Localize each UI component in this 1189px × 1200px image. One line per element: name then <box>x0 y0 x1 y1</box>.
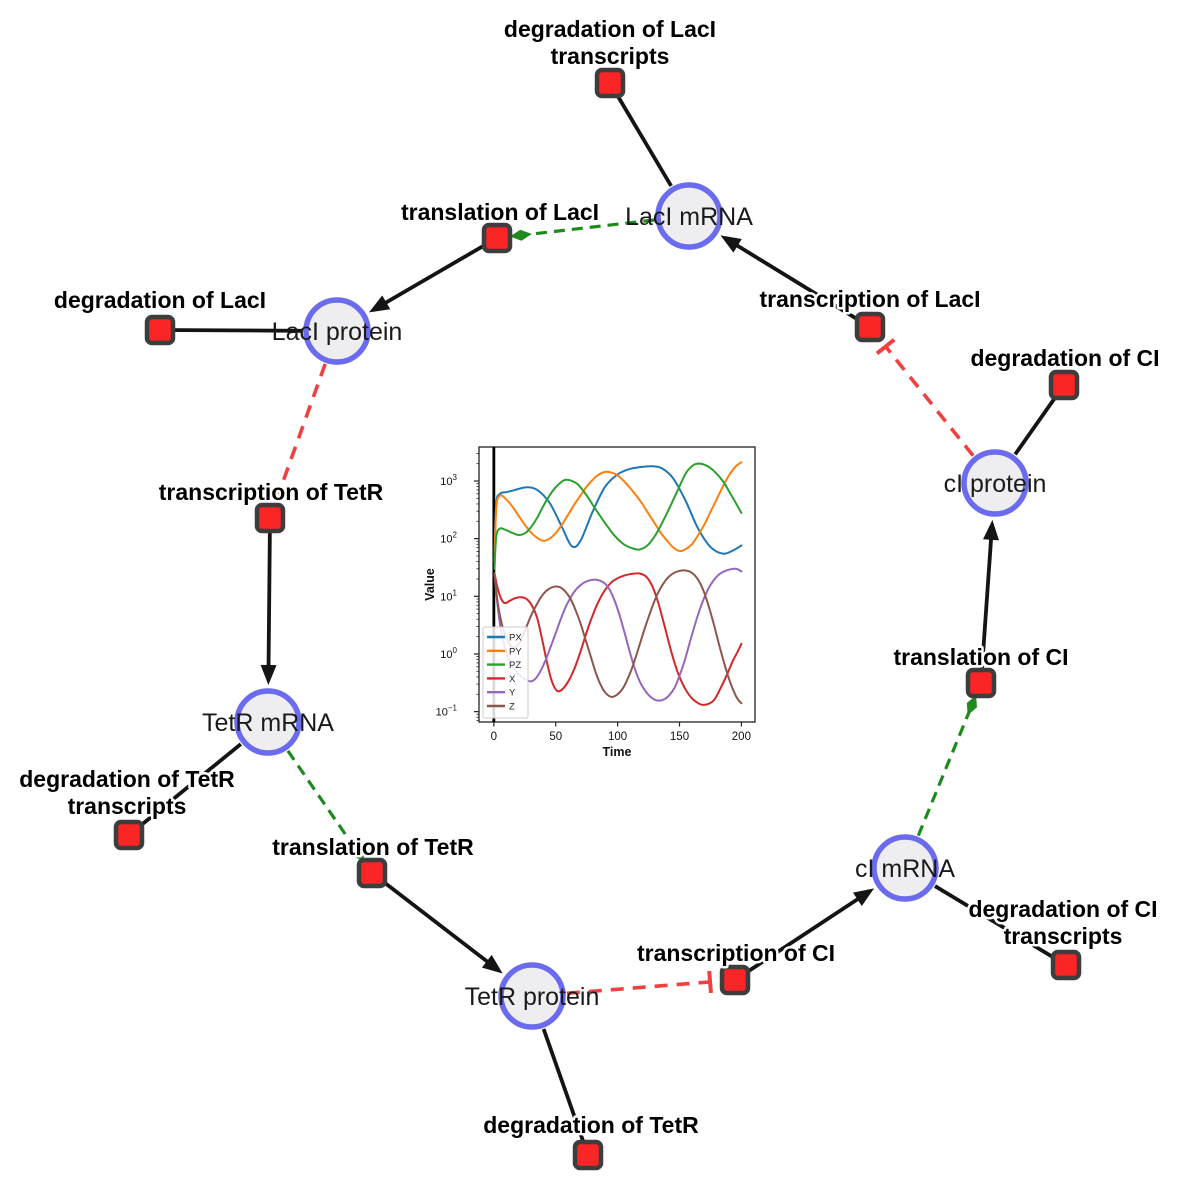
x-tick-label: 150 <box>670 731 689 743</box>
reaction-node-translation-laci[interactable] <box>481 222 513 254</box>
labels-layer: degradation of LacI transcripts translatio… <box>17 14 1162 1141</box>
series-PY <box>493 461 743 563</box>
tbar-inhibition-icon <box>875 338 896 355</box>
reaction-label-transcription-ci: transcription of CI <box>637 940 835 966</box>
consumption-edge-tetr-protein-deg-tetr <box>541 1028 590 1156</box>
reaction-label-deg-ci: degradation of CI <box>970 345 1159 371</box>
modifier-edge-laci-mrna-translation-laci <box>528 218 655 236</box>
y-axis-title: Value <box>423 568 437 601</box>
reaction-node-deg-laci[interactable] <box>144 314 176 346</box>
arrowhead-icon <box>368 295 391 313</box>
production-edge-transcription-tetr-tetr-mrna <box>266 517 272 674</box>
reaction-label-deg-laci: degradation of LacI <box>54 287 266 313</box>
reaction-node-transcription-tetr[interactable] <box>254 502 286 534</box>
consumption-edge-ci-mrna-deg-ci-transcripts <box>933 884 1067 967</box>
inhibition-edge-laci-protein-transcription-tetr <box>276 363 327 496</box>
diamond-modifier-icon <box>966 695 977 716</box>
reaction-node-transcription-ci[interactable] <box>719 964 751 996</box>
legend-label-PX: PX <box>509 633 522 644</box>
diamond-modifier-icon <box>509 229 532 241</box>
reaction-node-translation-tetr[interactable] <box>356 857 388 889</box>
legend-label-PZ: PZ <box>509 660 521 671</box>
reaction-label-transcription-laci: transcription of LacI <box>759 286 980 312</box>
reaction-label-deg-ci-transcripts: degradation of CI transcripts <box>968 896 1157 949</box>
consumption-edge-laci-mrna-deg-laci-transcripts <box>608 82 673 187</box>
arrowhead-icon <box>481 954 503 974</box>
modifier-edge-ci-mrna-translation-ci <box>916 711 971 837</box>
modifier-edge-tetr-mrna-translation-tetr <box>286 749 356 848</box>
x-tick-label: 0 <box>491 731 497 743</box>
species-node-ci-mrna[interactable] <box>871 834 939 902</box>
series-PX <box>493 465 743 555</box>
species-label-tetr-protein: TetR protein <box>465 983 600 1011</box>
species-label-ci-mrna: cI mRNA <box>855 855 955 883</box>
inhibition-edge-tetr-protein-transcription-ci <box>566 980 711 996</box>
reaction-node-deg-ci-transcripts[interactable] <box>1050 949 1082 981</box>
species-node-tetr-mrna[interactable] <box>234 688 302 756</box>
production-edge-transcription-ci-ci-mrna <box>733 893 866 982</box>
legend-label-Y: Y <box>509 688 516 699</box>
arrowhead-icon <box>853 888 875 907</box>
production-edge-translation-tetr-tetr-protein <box>370 871 495 968</box>
reaction-nodes-layer <box>113 67 1082 1171</box>
reaction-label-translation-laci: translation of LacI <box>401 199 599 225</box>
reaction-label-deg-tetr: degradation of TetR <box>483 1112 699 1138</box>
arrowhead-icon <box>260 664 277 686</box>
tbar-inhibition-icon <box>707 970 713 994</box>
x-tick-label: 200 <box>732 731 751 743</box>
reaction-node-deg-tetr[interactable] <box>572 1139 604 1171</box>
production-edge-translation-ci-ci-protein <box>979 531 994 684</box>
reaction-label-deg-tetr-transcripts: degradation of TetR transcripts <box>19 766 235 819</box>
reaction-label-transcription-tetr: transcription of TetR <box>159 479 384 505</box>
production-edge-transcription-laci-laci-mrna <box>729 239 871 329</box>
plot-legend: PX PY PZ XYZ <box>482 626 529 719</box>
species-node-ci-protein[interactable] <box>961 449 1029 517</box>
species-label-tetr-mrna: TetR mRNA <box>202 709 334 737</box>
species-node-tetr-protein[interactable] <box>498 962 566 1030</box>
reaction-node-deg-laci-transcripts[interactable] <box>594 67 626 99</box>
species-nodes-layer <box>234 182 1029 1030</box>
reaction-label-deg-laci-transcripts: degradation of LacI transcripts <box>504 16 716 69</box>
x-axis: 0 50 100 150 200 Time <box>491 722 751 759</box>
consumption-edge-laci-protein-deg-laci <box>159 328 303 333</box>
arrowhead-icon <box>720 235 742 253</box>
species-label-laci-mrna: LacI mRNA <box>625 203 753 231</box>
species-node-laci-mrna[interactable] <box>655 182 723 250</box>
legend-label-X: X <box>509 674 516 685</box>
reaction-label-translation-tetr: translation of TetR <box>272 834 474 860</box>
consumption-edge-tetr-mrna-deg-tetr-transcripts <box>127 742 243 837</box>
x-axis-title: Time <box>603 745 632 759</box>
species-label-laci-protein: LacI protein <box>272 318 403 346</box>
edges-layer <box>127 82 1067 1156</box>
production-edge-translation-laci-laci-protein <box>378 236 498 309</box>
species-label-ci-protein: cI protein <box>944 470 1047 498</box>
legend-label-Z: Z <box>509 702 515 713</box>
series-PZ <box>493 462 743 570</box>
reaction-node-deg-tetr-transcripts[interactable] <box>113 819 145 851</box>
arrowhead-icon <box>983 519 1000 541</box>
reaction-node-translation-ci[interactable] <box>965 667 997 699</box>
species-node-laci-protein[interactable] <box>303 297 371 365</box>
reaction-label-translation-ci: translation of CI <box>893 644 1068 670</box>
series-X <box>493 572 743 706</box>
x-tick-label: 50 <box>549 731 562 743</box>
reaction-node-deg-ci[interactable] <box>1048 369 1080 401</box>
x-tick-label: 100 <box>608 731 627 743</box>
legend-label-PY: PY <box>509 646 522 657</box>
tbar-inhibition-icon <box>267 488 290 501</box>
inhibition-edge-ci-protein-transcription-laci <box>884 345 975 457</box>
diamond-modifier-icon <box>352 844 365 863</box>
reaction-node-transcription-laci[interactable] <box>854 311 886 343</box>
